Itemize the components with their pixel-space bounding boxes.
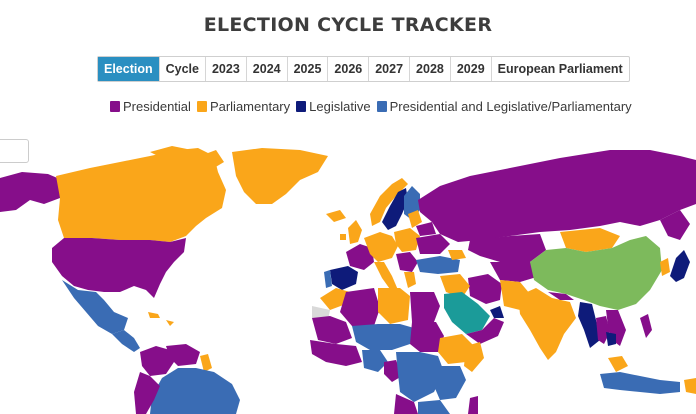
region-png[interactable]	[684, 378, 696, 394]
region-philippines[interactable]	[640, 314, 652, 338]
legend-swatch	[110, 101, 120, 112]
legend-item-legislative[interactable]: Legislative	[296, 99, 371, 114]
region-china[interactable]	[530, 236, 662, 310]
legend-item-presidential[interactable]: Presidential	[110, 99, 191, 114]
region-poland-cluster[interactable]	[394, 228, 420, 252]
region-niger-chad[interactable]	[352, 324, 414, 350]
tab-2027[interactable]: 2027	[368, 57, 409, 81]
region-france[interactable]	[346, 244, 374, 270]
region-egypt[interactable]	[410, 292, 440, 322]
region-italy[interactable]	[374, 262, 398, 292]
region-turkey[interactable]	[416, 256, 460, 274]
region-thailand[interactable]	[596, 316, 610, 344]
tab-2025[interactable]: 2025	[286, 57, 328, 81]
tab-2028[interactable]: 2028	[409, 57, 450, 81]
region-spain[interactable]	[330, 266, 358, 290]
tab-2023[interactable]: 2023	[204, 57, 246, 81]
region-germany-cluster[interactable]	[364, 232, 398, 262]
region-greenland[interactable]	[232, 148, 328, 204]
tab-2026[interactable]: 2026	[327, 57, 368, 81]
legend-swatch	[296, 101, 307, 112]
region-mauritania-mali[interactable]	[312, 316, 352, 344]
tab-2024[interactable]: 2024	[245, 57, 287, 81]
region-usa[interactable]	[52, 238, 186, 298]
region-angola[interactable]	[394, 394, 418, 414]
region-cambodia[interactable]	[606, 332, 616, 346]
legend-label: Parliamentary	[209, 99, 291, 114]
region-uae[interactable]	[490, 306, 504, 318]
region-korea[interactable]	[660, 258, 670, 276]
region-canada[interactable]	[56, 148, 226, 242]
region-myanmar[interactable]	[578, 302, 600, 348]
region-mozambique-south[interactable]	[418, 400, 450, 414]
region-iceland[interactable]	[326, 210, 346, 222]
region-madagascar[interactable]	[468, 396, 478, 414]
region-colombia[interactable]	[140, 346, 174, 376]
region-caucasus[interactable]	[448, 250, 466, 260]
region-nigeria[interactable]	[362, 350, 388, 372]
region-ukraine[interactable]	[416, 234, 450, 254]
legend-item-parliamentary[interactable]: Parliamentary	[196, 99, 291, 114]
region-central-asia[interactable]	[490, 262, 540, 282]
region-russia[interactable]	[418, 150, 696, 242]
map-zoom-control[interactable]	[0, 139, 29, 163]
tab-european-parliament[interactable]: European Parliament	[490, 57, 629, 81]
page-title: ELECTION CYCLE TRACKER	[203, 14, 493, 36]
region-brazil[interactable]	[150, 368, 240, 414]
tab-election[interactable]: Election	[98, 57, 159, 81]
region-uk[interactable]	[340, 220, 362, 244]
region-russia-far-east[interactable]	[660, 210, 690, 240]
region-yemen-oman[interactable]	[466, 318, 504, 344]
region-saudi-arabia[interactable]	[444, 292, 490, 334]
region-somalia[interactable]	[464, 342, 484, 372]
region-sudan[interactable]	[410, 322, 444, 352]
region-canada-islands[interactable]	[150, 146, 224, 168]
region-iraq-syria[interactable]	[440, 274, 470, 298]
region-guyana[interactable]	[200, 354, 212, 372]
map-legend: Presidential Parliamentary Legislative P…	[110, 99, 638, 114]
legend-label: Presidential and Legislative/Parliamenta…	[389, 99, 632, 114]
region-libya[interactable]	[378, 288, 410, 324]
region-india[interactable]	[518, 288, 576, 360]
region-alaska[interactable]	[0, 172, 62, 212]
region-vietnam-laos[interactable]	[606, 310, 626, 346]
region-norway[interactable]	[370, 178, 408, 226]
region-peru[interactable]	[134, 372, 160, 414]
region-nepal-bangladesh[interactable]	[548, 292, 574, 300]
region-indonesia[interactable]	[600, 372, 680, 394]
region-kazakhstan[interactable]	[468, 234, 546, 262]
region-mexico[interactable]	[62, 280, 128, 334]
region-central-america[interactable]	[112, 330, 140, 352]
region-belarus[interactable]	[416, 222, 436, 236]
region-iran[interactable]	[468, 274, 502, 304]
region-kenya-tanzania[interactable]	[434, 366, 466, 400]
region-mongolia[interactable]	[560, 228, 620, 252]
region-algeria[interactable]	[340, 288, 380, 326]
region-caribbean[interactable]	[148, 312, 174, 326]
legend-label: Presidential	[123, 99, 191, 114]
region-baltics[interactable]	[408, 210, 422, 228]
region-venezuela[interactable]	[166, 344, 200, 366]
region-west-africa-coast[interactable]	[310, 340, 362, 366]
region-sweden[interactable]	[382, 188, 408, 230]
legend-swatch	[376, 101, 387, 112]
legend-label: Legislative	[309, 99, 371, 114]
tab-cycle[interactable]: Cycle	[158, 57, 205, 81]
tab-2029[interactable]: 2029	[449, 57, 491, 81]
view-tabs: Election Cycle 2023 2024 2025 2026 2027 …	[97, 56, 630, 82]
region-greece[interactable]	[404, 272, 416, 288]
region-malaysia[interactable]	[608, 356, 628, 372]
legend-item-pres-and-leg[interactable]: Presidential and Legislative/Parliamenta…	[376, 99, 632, 114]
region-portugal[interactable]	[324, 270, 332, 288]
region-car-drc[interactable]	[396, 352, 444, 402]
region-balkans[interactable]	[396, 252, 418, 272]
region-japan[interactable]	[670, 250, 690, 282]
legend-swatch	[196, 101, 207, 112]
